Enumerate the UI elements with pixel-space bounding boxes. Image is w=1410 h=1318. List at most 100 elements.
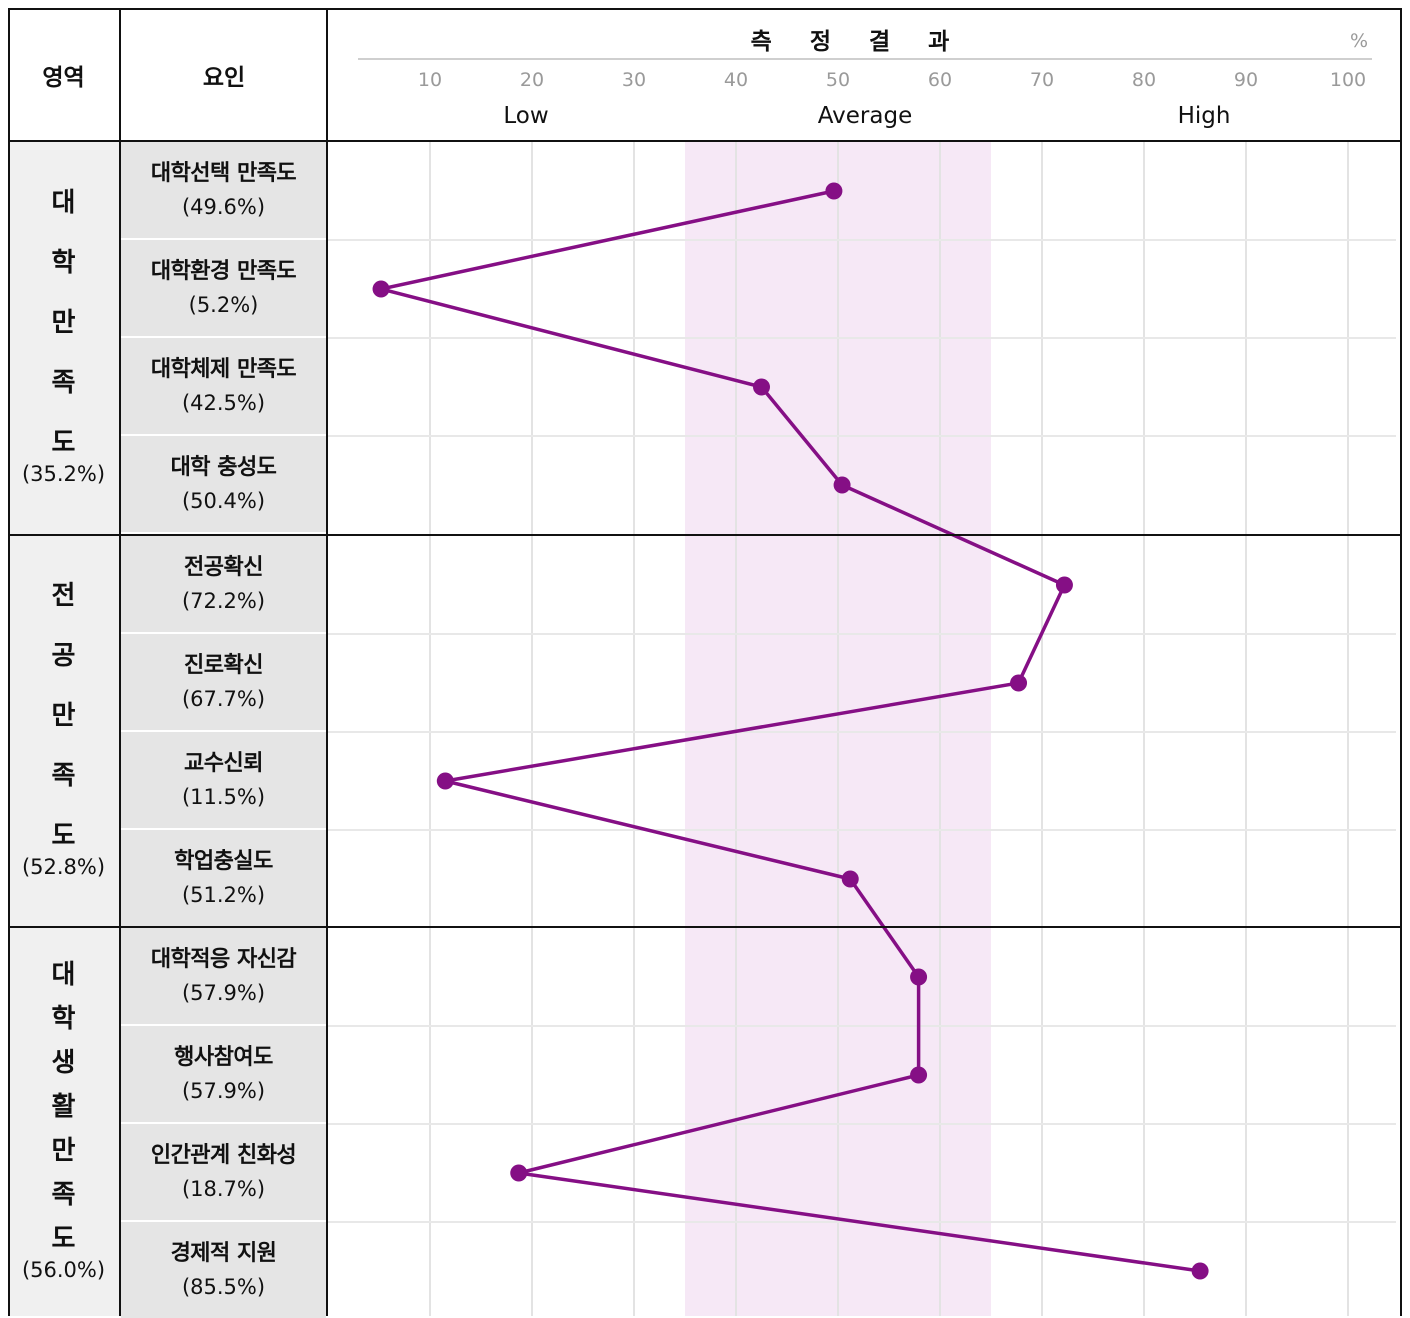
factor-percent: (42.5%)	[181, 390, 266, 415]
domain-cell-major-satisfaction: 전 공 만 족 도 (52.8%)	[8, 536, 119, 926]
title-underline	[358, 58, 1372, 60]
domain-cell-university-satisfaction: 대 학 만 족 도 (35.2%)	[8, 142, 119, 534]
data-point	[372, 280, 390, 298]
x-tick-label: 30	[621, 69, 647, 91]
data-point	[825, 182, 843, 200]
factor-name: 전공확신	[184, 554, 263, 580]
factor-cell: 대학 충성도 (50.4%)	[121, 436, 326, 532]
factor-percent: (18.7%)	[181, 1176, 266, 1201]
column-divider	[326, 8, 328, 1316]
domain-percent: (56.0%)	[21, 1258, 106, 1282]
factor-cell: 전공확신 (72.2%)	[121, 536, 326, 632]
domain-char: 도	[51, 1224, 76, 1254]
domain-name-vertical: 대 학 만 족 도	[52, 190, 76, 456]
domain-percent: (35.2%)	[21, 462, 106, 486]
factor-name: 대학체제 만족도	[150, 356, 297, 382]
x-tick-label: 60	[927, 69, 953, 91]
data-point	[841, 870, 859, 888]
domain-char: 대	[51, 960, 76, 990]
data-point	[910, 1066, 928, 1084]
factor-cell: 대학적응 자신감 (57.9%)	[121, 928, 326, 1024]
factor-name: 대학 충성도	[170, 454, 277, 480]
factor-name: 대학선택 만족도	[150, 160, 297, 186]
factor-percent: (51.2%)	[181, 882, 266, 907]
x-tick-label: 10	[417, 69, 443, 91]
domain-char: 도	[51, 821, 76, 851]
factor-cell: 경제적 지원 (85.5%)	[121, 1222, 326, 1318]
domain-char: 만	[51, 1136, 76, 1166]
factor-percent: (50.4%)	[181, 488, 266, 513]
factor-percent: (57.9%)	[181, 1078, 266, 1103]
domain-char: 족	[51, 761, 76, 791]
factor-percent: (67.7%)	[181, 686, 266, 711]
column-divider	[119, 8, 121, 1316]
factor-cell: 대학환경 만족도 (5.2%)	[121, 240, 326, 336]
x-tick-label: 70	[1029, 69, 1055, 91]
domain-char: 학	[51, 248, 76, 278]
factor-percent: (85.5%)	[181, 1274, 266, 1299]
factor-name: 인간관계 친화성	[150, 1142, 297, 1168]
factor-name: 행사참여도	[174, 1044, 273, 1070]
domain-char: 학	[51, 1004, 76, 1034]
table-top-border	[8, 8, 1402, 10]
percent-unit: %	[1350, 30, 1369, 52]
result-title: 측 정 결 과	[750, 29, 950, 55]
header-bottom-border	[8, 140, 1402, 142]
domain-char: 만	[51, 701, 76, 731]
x-tick-label: 90	[1233, 69, 1259, 91]
table-right-border	[1400, 8, 1402, 1316]
factor-cell: 인간관계 친화성 (18.7%)	[121, 1124, 326, 1220]
domain-char: 활	[51, 1092, 76, 1122]
factor-name: 교수신뢰	[184, 750, 263, 776]
domain-char: 족	[51, 1180, 76, 1210]
band-label-high: High	[1177, 103, 1231, 129]
table-left-border	[8, 8, 10, 1316]
domain-name-vertical: 대 학 생 활 만 족 도	[52, 962, 76, 1252]
factor-name: 대학환경 만족도	[150, 258, 297, 284]
x-tick-label: 100	[1329, 69, 1367, 91]
factor-name: 경제적 지원	[170, 1240, 277, 1266]
domain-char: 도	[51, 428, 76, 458]
domain-char: 만	[51, 308, 76, 338]
factor-cell: 대학선택 만족도 (49.6%)	[121, 142, 326, 238]
factor-percent: (57.9%)	[181, 980, 266, 1005]
domain-char: 전	[51, 581, 76, 611]
domain-cell-campus-life-satisfaction: 대 학 생 활 만 족 도 (56.0%)	[8, 928, 119, 1316]
factor-cell: 학업충실도 (51.2%)	[121, 830, 326, 926]
factor-name: 학업충실도	[174, 848, 273, 874]
domain-name-vertical: 전 공 만 족 도	[52, 583, 76, 849]
band-label-low: Low	[503, 103, 549, 129]
factor-cell: 교수신뢰 (11.5%)	[121, 732, 326, 828]
factor-percent: (72.2%)	[181, 588, 266, 613]
factor-cell: 진로확신 (67.7%)	[121, 634, 326, 730]
factor-percent: (5.2%)	[188, 292, 259, 317]
group-divider	[8, 534, 1402, 536]
data-point	[1010, 674, 1028, 692]
x-tick-label: 80	[1131, 69, 1157, 91]
profile-line	[379, 189, 1201, 1273]
factor-name: 대학적응 자신감	[150, 946, 297, 972]
factor-column-header: 요인	[121, 10, 327, 140]
domain-column-header-label: 영역	[42, 65, 85, 91]
data-point	[510, 1164, 528, 1182]
x-tick-label: 40	[723, 69, 749, 91]
domain-percent: (52.8%)	[21, 855, 106, 879]
factor-column-header-label: 요인	[202, 65, 246, 91]
x-tick-label: 20	[519, 69, 545, 91]
data-point	[910, 968, 928, 986]
factor-percent: (11.5%)	[181, 784, 266, 809]
domain-char: 공	[51, 641, 76, 671]
domain-char: 대	[51, 188, 76, 218]
data-point	[436, 772, 454, 790]
domain-column-header: 영역	[8, 10, 119, 140]
data-point	[1191, 1262, 1209, 1280]
factor-name: 진로확신	[184, 652, 263, 678]
data-point	[753, 378, 770, 396]
band-label-average: Average	[817, 103, 913, 129]
domain-char: 족	[51, 368, 76, 398]
x-tick-label: 50	[825, 69, 851, 91]
data-point	[833, 476, 851, 494]
data-point	[1055, 576, 1073, 594]
